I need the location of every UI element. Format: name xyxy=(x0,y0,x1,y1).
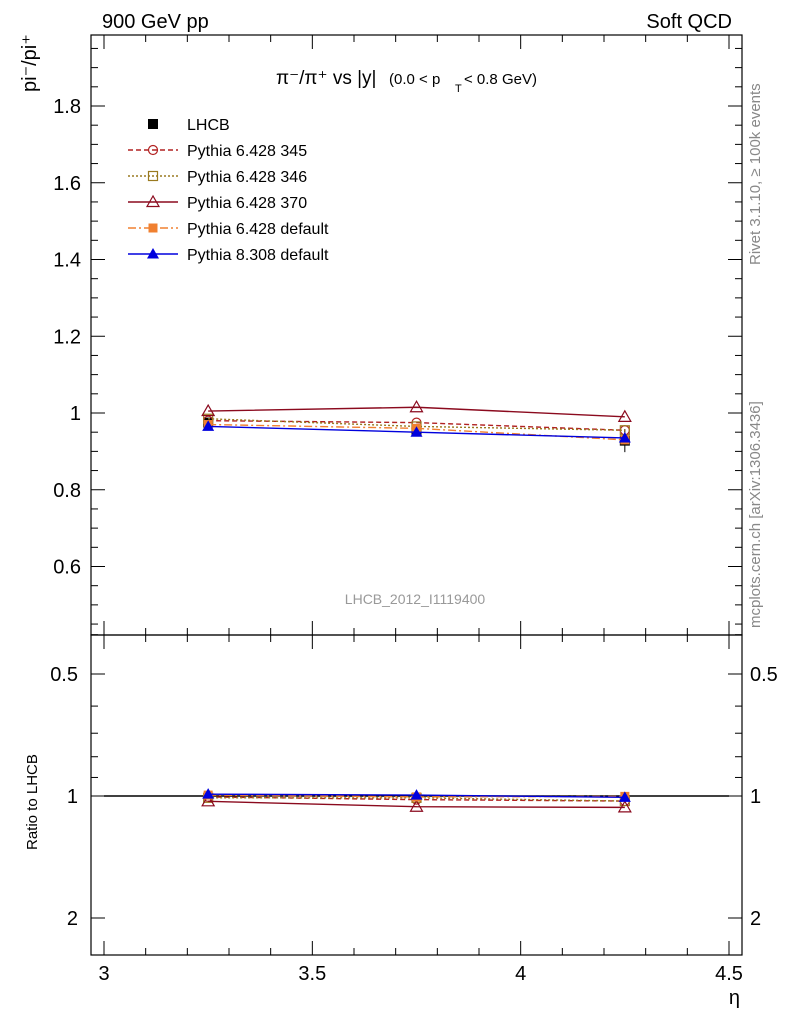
series-point xyxy=(201,403,216,417)
chart-title-cut: (0.0 < p xyxy=(389,71,440,88)
ratio-series-3 xyxy=(201,794,632,813)
ratio-panel xyxy=(90,634,743,956)
legend-label: Pythia 6.428 370 xyxy=(187,195,307,212)
legend-marker-lhcb xyxy=(148,119,158,129)
y-axis-label: pi⁻/pi⁺ xyxy=(19,34,41,92)
header-right: Soft QCD xyxy=(646,11,732,33)
legend-label: Pythia 6.428 345 xyxy=(187,143,307,160)
ratio-point xyxy=(202,788,215,799)
legend-label-lhcb: LHCB xyxy=(187,117,230,134)
ratio-point xyxy=(618,791,631,802)
legend-marker xyxy=(147,144,159,156)
ratio-y-tick-label: 2 xyxy=(67,908,78,930)
y-tick-label: 0.6 xyxy=(53,557,81,579)
y-tick-label: 1.4 xyxy=(53,250,81,272)
legend-marker xyxy=(145,194,161,208)
series-point xyxy=(618,431,631,443)
series-point xyxy=(617,409,632,422)
series-3 xyxy=(201,400,632,422)
ratio-point xyxy=(409,799,424,812)
y-tick-label: 1.8 xyxy=(53,96,81,118)
ratio-y-tick-label: 1 xyxy=(67,786,78,808)
series-layer xyxy=(201,400,632,813)
legend-marker xyxy=(147,170,159,182)
analysis-watermark: LHCB_2012_I1119400 xyxy=(345,591,486,607)
legend-label: Pythia 8.308 default xyxy=(187,247,329,264)
rivet-label: Rivet 3.1.10, ≥ 100k events xyxy=(747,83,764,265)
ratio-y-tick-label-right: 2 xyxy=(750,908,761,930)
ratio-series-5 xyxy=(202,788,631,802)
ratio-y-tick-label: 0.5 xyxy=(50,664,78,686)
legend-marker xyxy=(147,248,159,259)
legend-marker xyxy=(148,223,158,233)
series-point xyxy=(202,420,215,431)
ratio-axis-label: Ratio to LHCB xyxy=(24,754,41,850)
x-tick-label: 4 xyxy=(515,963,526,985)
legend-label: Pythia 6.428 346 xyxy=(187,169,307,186)
x-axis-label: η xyxy=(729,987,740,1009)
ratio-point xyxy=(201,794,216,807)
chart-title-cut-end: < 0.8 GeV) xyxy=(464,71,537,88)
y-tick-label: 1 xyxy=(70,403,81,425)
series-point xyxy=(409,400,424,413)
header-left: 900 GeV pp xyxy=(102,11,209,33)
mcplots-label: mcplots.cern.ch [arXiv:1306.3436] xyxy=(747,401,764,628)
x-tick-label: 4.5 xyxy=(715,963,743,985)
ratio-line xyxy=(208,800,625,809)
legend-label: Pythia 6.428 default xyxy=(187,221,329,238)
chart-title: π⁻/π⁺ vs |y| xyxy=(276,68,376,89)
ratio-y-tick-label-right: 0.5 xyxy=(750,664,778,686)
y-tick-label: 1.6 xyxy=(53,173,81,195)
ratio-y-tick-label-right: 1 xyxy=(750,786,761,808)
legend: LHCB Pythia 6.428 345 Pythia 6.428 346 Pyth… xyxy=(128,117,329,264)
series-5 xyxy=(202,420,631,443)
y-tick-label: 1.2 xyxy=(53,326,81,348)
series-line xyxy=(208,419,625,431)
ratio-point xyxy=(410,789,423,800)
x-tick-label: 3.5 xyxy=(298,963,326,985)
series-line xyxy=(208,406,625,418)
x-tick-label: 3 xyxy=(98,963,109,985)
series-point xyxy=(410,426,423,437)
y-tick-label: 0.8 xyxy=(53,480,81,502)
chart-title-cut-sub: T xyxy=(455,83,462,95)
axes: 3 3.5 4 4.5 0.6 0.8 1 1.2 1.4 1.6 1.8 0.5 0.5 1 1 2 2 xyxy=(50,35,778,985)
ratio-point xyxy=(617,800,632,813)
